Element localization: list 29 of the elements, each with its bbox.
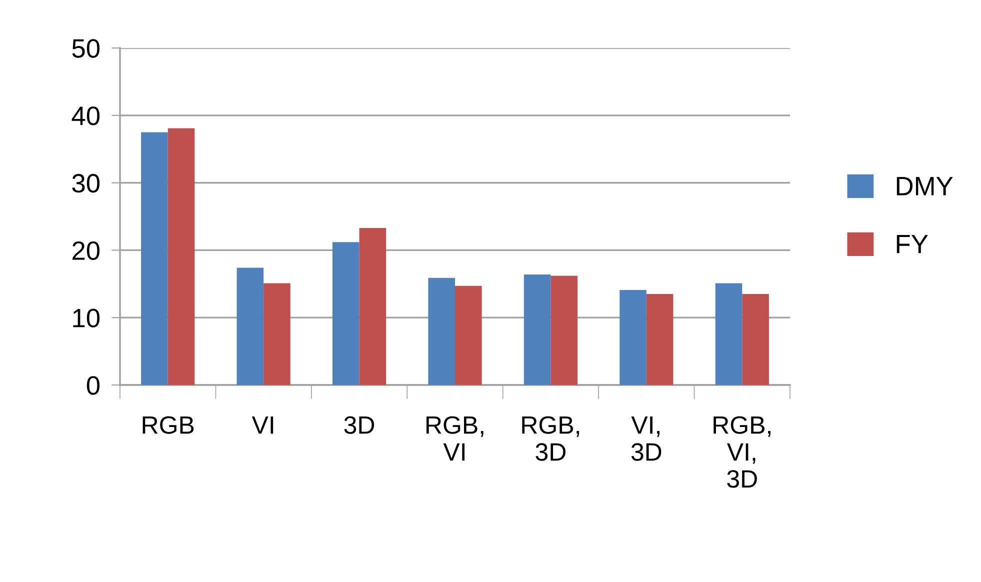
y-tick-label: 50 [72,39,100,58]
x-tick-label: RGB [142,416,194,434]
x-tick-label: RGB, VI, 3D [714,416,770,488]
y-tick-label: 10 [73,308,100,328]
y-tick-label: 20 [72,241,100,260]
x-tick-label: 3D [344,416,374,434]
y-tick-label: 40 [72,106,100,126]
y-tick-label: 0 [86,376,100,395]
bar [455,286,482,385]
legend-label: DMY [896,177,953,196]
bar [236,268,264,385]
y-tick-label: 30 [72,174,100,193]
bar [141,132,168,385]
x-tick-label: RGB, VI [426,416,484,461]
bar [524,274,551,385]
bar [620,290,646,385]
bar [742,294,769,385]
bar [550,276,578,385]
bar [168,128,195,385]
x-tick-label: VI, 3D [631,416,662,461]
bar [359,228,386,385]
bar [264,283,290,385]
x-tick-label: VI [252,416,274,434]
bar [428,278,455,385]
bar [715,283,742,385]
x-tick-label: RGB, 3D [522,416,580,461]
bar [332,242,360,385]
legend-label: FY [896,235,928,254]
bar [646,294,674,385]
